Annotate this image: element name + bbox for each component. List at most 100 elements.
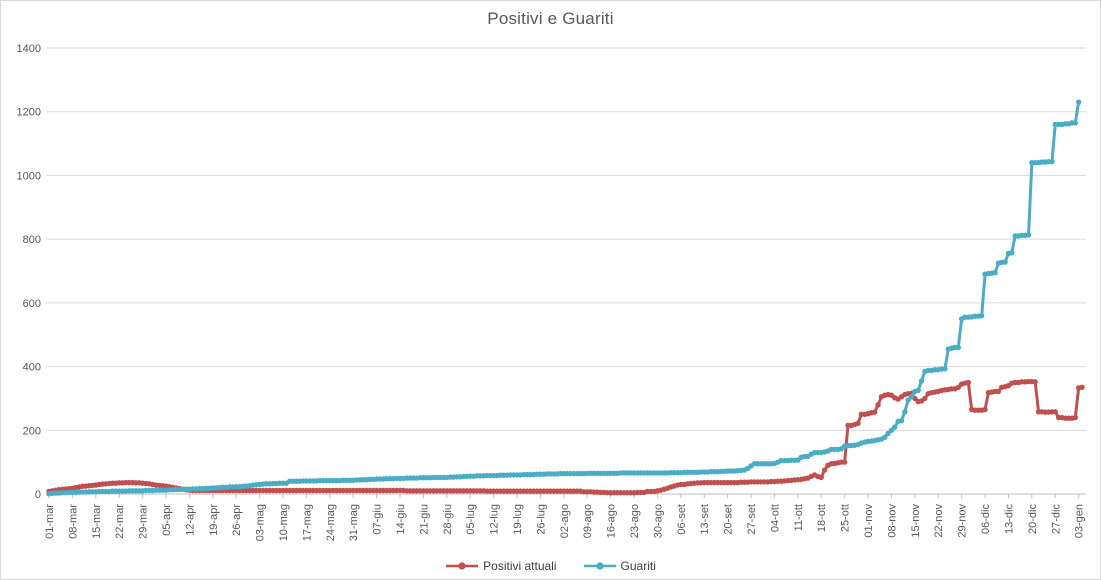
x-axis-ticks [48, 494, 1080, 498]
data-point-marker [892, 424, 898, 430]
x-tick-label: 27-set [746, 504, 758, 535]
data-point-marker [1079, 384, 1085, 390]
x-tick-label: 06-dic [980, 504, 992, 534]
x-tick-label: 29-nov [957, 504, 969, 538]
y-tick-label: 200 [23, 425, 41, 437]
y-tick-label: 800 [23, 234, 41, 246]
y-tick-label: 1200 [17, 107, 41, 119]
x-tick-label: 23-ago [629, 504, 641, 538]
legend-marker-positivi-icon [446, 562, 479, 570]
gridlines [46, 47, 1086, 495]
x-tick-label: 22-mar [114, 504, 126, 539]
data-point-marker [1032, 379, 1038, 385]
legend-label-guariti: Guariti [620, 559, 656, 573]
x-tick-label: 30-ago [652, 504, 664, 538]
y-axis-labels: 0 200 400 600 800 1000 1200 1400 [17, 43, 41, 501]
x-tick-label: 07-giu [372, 504, 384, 535]
data-point-marker [1072, 120, 1079, 126]
x-tick-label: 13-set [699, 504, 711, 535]
series-guariti[interactable] [46, 99, 1082, 497]
x-tick-label: 12-lug [489, 504, 501, 535]
data-point-marker [995, 388, 1002, 395]
x-tick-label: 05-apr [161, 504, 173, 536]
x-tick-label: 15-nov [910, 504, 922, 538]
x-tick-label: 03-mag [255, 504, 267, 541]
data-point-marker [955, 384, 962, 390]
x-tick-label: 21-giu [418, 504, 430, 535]
data-point-marker [885, 430, 891, 437]
x-tick-label: 28-giu [442, 504, 454, 535]
x-tick-label: 01-mar [44, 504, 56, 539]
x-tick-label: 12-apr [184, 504, 196, 536]
legend-item-positivi-attuali[interactable]: Positivi attuali [445, 559, 557, 573]
x-tick-label: 20-dic [1027, 504, 1039, 534]
data-point-marker [922, 395, 928, 402]
data-point-marker [982, 406, 988, 413]
x-tick-label: 06-set [676, 504, 688, 535]
data-point-marker [908, 394, 915, 400]
x-tick-label: 31-mag [348, 504, 360, 541]
y-tick-label: 1000 [17, 170, 41, 182]
x-tick-label: 05-lug [465, 504, 477, 535]
data-point-marker [992, 269, 998, 276]
y-tick-label: 600 [23, 298, 41, 310]
x-tick-label: 22-nov [933, 504, 945, 538]
x-tick-label: 27-dic [1050, 504, 1062, 534]
data-point-marker [841, 459, 848, 465]
x-tick-label: 13-dic [1003, 504, 1015, 534]
data-point-marker [875, 402, 881, 408]
x-tick-label: 04-ott [769, 504, 781, 532]
series-positivi-attuali[interactable] [46, 378, 1085, 496]
data-point-marker [898, 418, 905, 424]
y-tick-label: 1400 [17, 43, 41, 55]
data-point-marker [942, 366, 948, 372]
series-line [47, 100, 1081, 496]
data-point-marker [1002, 259, 1008, 265]
y-tick-label: 400 [23, 362, 41, 374]
legend-item-guariti[interactable]: Guariti [583, 559, 656, 573]
data-point-marker [1052, 409, 1058, 415]
data-point-marker [1025, 232, 1032, 238]
x-tick-label: 11-ott [793, 504, 805, 531]
x-tick-label: 02-ago [559, 504, 571, 538]
chart-legend: Positivi attuali Guariti [1, 559, 1100, 573]
data-point-marker [1075, 99, 1082, 105]
data-point-marker [918, 378, 925, 384]
data-point-marker [979, 312, 985, 319]
data-point-marker [955, 344, 962, 351]
y-tick-label: 0 [35, 489, 41, 501]
x-tick-label: 29-mar [138, 504, 150, 539]
data-point-marker [872, 409, 878, 415]
data-point-marker [888, 427, 895, 433]
data-point-marker [1072, 414, 1079, 421]
data-point-marker [905, 397, 911, 403]
x-tick-label: 18-ott [816, 504, 828, 532]
x-tick-label: 10-mag [278, 504, 290, 541]
x-tick-label: 08-nov [886, 504, 898, 538]
x-tick-label: 03-gen [1074, 504, 1086, 538]
x-tick-label: 26-apr [231, 504, 243, 536]
x-tick-label: 26-lug [535, 504, 547, 535]
x-axis-labels: 01-mar 08-mar 15-mar 22-mar 29-mar 05-apr 12-a… [44, 504, 1086, 542]
x-tick-label: 17-mag [301, 504, 313, 541]
data-point-marker [818, 474, 824, 481]
data-point-marker [915, 387, 921, 394]
data-point-marker [821, 467, 828, 473]
x-tick-label: 16-ago [606, 504, 618, 538]
data-point-marker [1049, 159, 1055, 165]
x-tick-label: 09-ago [582, 504, 594, 538]
x-tick-label: 19-apr [208, 504, 220, 536]
x-tick-label: 08-mar [67, 504, 79, 539]
x-tick-label: 20-set [723, 504, 735, 535]
x-tick-label: 19-lug [512, 504, 524, 535]
data-point-marker [902, 409, 908, 415]
data-point-marker [855, 420, 861, 426]
x-tick-label: 14-giu [395, 504, 407, 535]
chart-title: Positivi e Guariti [487, 9, 614, 28]
data-point-marker [1009, 250, 1015, 256]
x-tick-label: 15-mar [91, 504, 103, 539]
data-point-marker [882, 434, 888, 440]
x-tick-label: 25-ott [840, 504, 852, 532]
